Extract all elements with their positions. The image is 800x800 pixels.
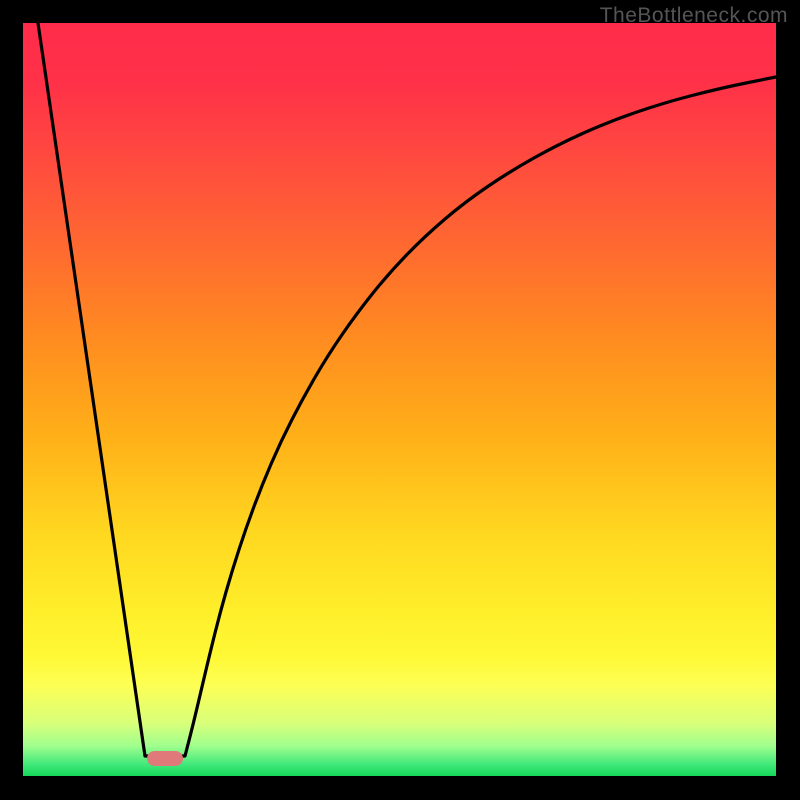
watermark-text: TheBottleneck.com xyxy=(600,4,788,28)
plot-area xyxy=(23,23,776,776)
bottleneck-curve xyxy=(23,23,776,776)
optimal-point-marker xyxy=(147,751,183,766)
